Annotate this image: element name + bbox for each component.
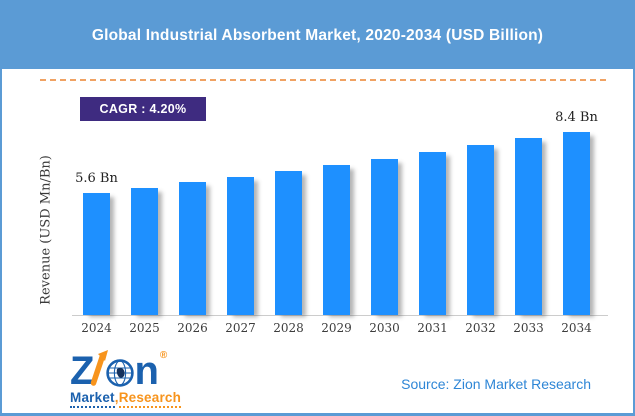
bar-2028 xyxy=(275,171,302,315)
zion-logo-subtitle: Market , Research xyxy=(70,390,200,408)
logo-letter-z: Z xyxy=(70,349,95,393)
x-tick-2033: 2033 xyxy=(513,321,544,335)
x-tick-2034: 2034 xyxy=(561,321,592,335)
bar-2032 xyxy=(467,145,494,315)
cagr-label: CAGR : 4.20% xyxy=(99,102,187,116)
x-tick-2024: 2024 xyxy=(81,321,112,335)
value-label-2024: 5.6 Bn xyxy=(75,171,118,186)
bar-2030 xyxy=(371,159,398,315)
bar-2026 xyxy=(179,182,206,315)
x-tick-2031: 2031 xyxy=(417,321,448,335)
y-axis-label: Revenue (USD Mn/Bn) xyxy=(38,155,54,305)
dashed-divider xyxy=(40,79,606,81)
bar-2034 xyxy=(563,132,590,315)
zion-logo-wordmark: Z n ® xyxy=(70,349,200,393)
value-label-2034: 8.4 Bn xyxy=(555,110,598,125)
globe-icon xyxy=(106,359,135,387)
chart-title-bar: Global Industrial Absorbent Market, 2020… xyxy=(2,2,633,69)
source-text: Source: Zion Market Research xyxy=(401,376,591,392)
x-tick-2025: 2025 xyxy=(129,321,160,335)
registered-mark-icon: ® xyxy=(159,350,168,361)
bar-2029 xyxy=(323,165,350,315)
x-tick-2026: 2026 xyxy=(177,321,208,335)
x-tick-2029: 2029 xyxy=(321,321,352,335)
plot-area: 2024 5.6 Bn 2025 2026 2027 2028 2029 2030 2031 20… xyxy=(72,107,608,335)
bar-2033 xyxy=(515,138,542,315)
bar-2027 xyxy=(227,177,254,315)
x-tick-2032: 2032 xyxy=(465,321,496,335)
bar-2031 xyxy=(419,152,446,315)
x-tick-2028: 2028 xyxy=(273,321,304,335)
x-tick-2027: 2027 xyxy=(225,321,256,335)
zion-logo: Z n ® Market , Research xyxy=(70,350,200,408)
arrow-up-icon xyxy=(91,350,109,386)
bar-2024 xyxy=(83,193,110,315)
cagr-badge: CAGR : 4.20% xyxy=(80,97,206,121)
logo-comma: , xyxy=(114,390,119,405)
logo-market-label: Market xyxy=(70,390,115,408)
logo-letter-n: n xyxy=(134,349,159,393)
x-tick-2030: 2030 xyxy=(369,321,400,335)
page-title: Global Industrial Absorbent Market, 2020… xyxy=(91,26,544,44)
logo-research-label: Research xyxy=(118,390,182,408)
bar-2025 xyxy=(131,188,158,315)
